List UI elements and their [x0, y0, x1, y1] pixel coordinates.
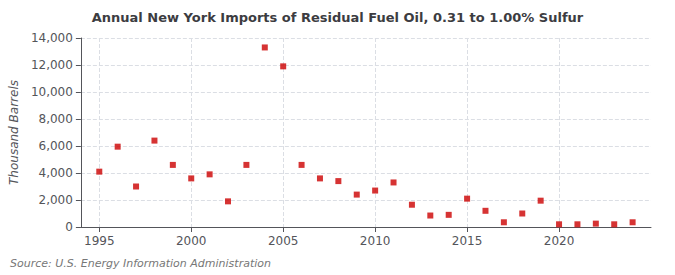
svg-text:2,000: 2,000 — [39, 193, 73, 207]
svg-text:Annual New York Imports of Res: Annual New York Imports of Residual Fuel… — [92, 10, 584, 25]
svg-text:6,000: 6,000 — [39, 139, 73, 153]
svg-text:14,000: 14,000 — [31, 31, 73, 45]
svg-text:2020: 2020 — [544, 234, 575, 248]
svg-text:1995: 1995 — [84, 234, 115, 248]
svg-text:Source: U.S. Energy Informatio: Source: U.S. Energy Information Administ… — [10, 257, 271, 270]
svg-text:4,000: 4,000 — [39, 166, 73, 180]
svg-text:Thousand Barrels: Thousand Barrels — [7, 80, 21, 185]
svg-text:12,000: 12,000 — [31, 58, 73, 72]
svg-text:0: 0 — [65, 220, 73, 234]
svg-text:2000: 2000 — [176, 234, 207, 248]
svg-text:10,000: 10,000 — [31, 85, 73, 99]
svg-text:2010: 2010 — [360, 234, 391, 248]
svg-text:2015: 2015 — [452, 234, 483, 248]
svg-text:8,000: 8,000 — [39, 112, 73, 126]
svg-text:2005: 2005 — [268, 234, 299, 248]
